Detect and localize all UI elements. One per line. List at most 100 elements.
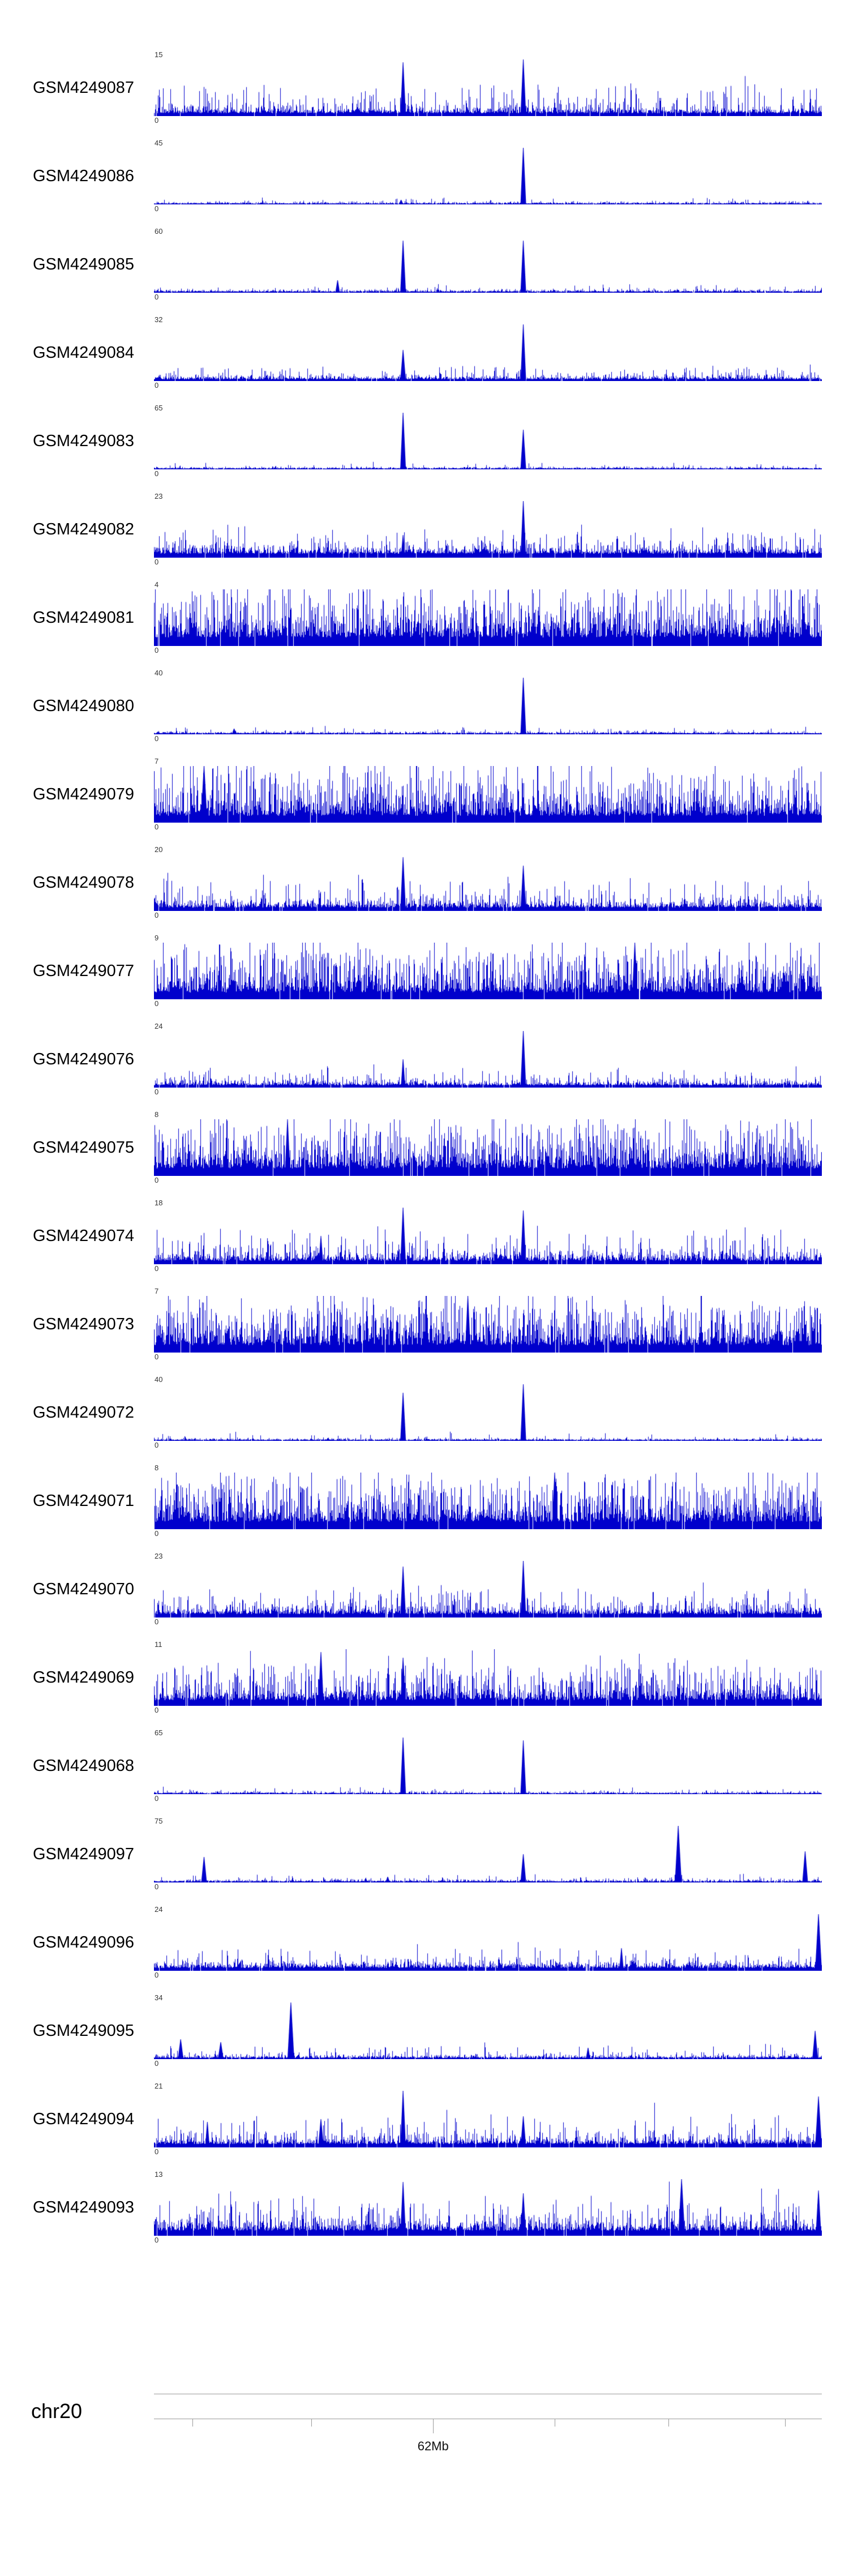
track-scale-max: 32 <box>155 315 163 324</box>
track-plot: 8 0 <box>154 1111 822 1184</box>
track-scale-max: 8 <box>155 1464 159 1472</box>
track-label: GSM4249072 <box>33 1403 134 1422</box>
signal-canvas <box>154 324 822 381</box>
track-scale-min: 0 <box>155 1882 159 1891</box>
track-label: GSM4249076 <box>33 1050 134 1068</box>
track-plot: 15 0 <box>154 51 822 124</box>
track-row: GSM4249095 34 0 <box>0 1994 849 2067</box>
track-scale-min: 0 <box>155 2147 159 2156</box>
signal-canvas <box>154 236 822 293</box>
track-scale-min: 0 <box>155 1441 159 1449</box>
signal-canvas <box>154 1473 822 1529</box>
signal-canvas <box>154 678 822 734</box>
track-scale-max: 11 <box>155 1640 162 1649</box>
track-plot: 24 0 <box>154 1022 822 1096</box>
track-label: GSM4249085 <box>33 255 134 273</box>
track-row: GSM4249096 24 0 <box>0 1906 849 1979</box>
track-row: GSM4249086 45 0 <box>0 139 849 212</box>
track-label: GSM4249070 <box>33 1580 134 1598</box>
track-scale-min: 0 <box>155 1618 159 1626</box>
signal-canvas <box>154 1208 822 1264</box>
signal-canvas <box>154 1738 822 1794</box>
track-plot: 23 0 <box>154 493 822 566</box>
track-scale-max: 24 <box>155 1022 163 1030</box>
track-plot: 60 0 <box>154 228 822 301</box>
track-row: GSM4249085 60 0 <box>0 228 849 301</box>
track-row: GSM4249073 7 0 <box>0 1287 849 1360</box>
track-plot: 32 0 <box>154 316 822 389</box>
track-scale-min: 0 <box>155 999 159 1008</box>
track-row: GSM4249072 40 0 <box>0 1376 849 1449</box>
track-label: GSM4249096 <box>33 1933 134 1952</box>
track-scale-max: 40 <box>155 669 163 677</box>
track-row: GSM4249068 65 0 <box>0 1729 849 1802</box>
track-scale-max: 13 <box>155 2170 163 2179</box>
track-scale-max: 7 <box>155 1287 159 1295</box>
track-scale-min: 0 <box>155 2236 159 2244</box>
track-scale-max: 60 <box>155 227 163 236</box>
track-row: GSM4249074 18 0 <box>0 1199 849 1272</box>
track-scale-min: 0 <box>155 1529 159 1538</box>
genome-ruler: chr20 62Mb <box>0 2378 849 2536</box>
track-scale-max: 34 <box>155 1993 163 2002</box>
track-plot: 65 0 <box>154 404 822 477</box>
track-label: GSM4249078 <box>33 874 134 892</box>
track-plot: 40 0 <box>154 1376 822 1449</box>
track-plot: 45 0 <box>154 139 822 212</box>
track-plot: 20 0 <box>154 846 822 919</box>
track-scale-min: 0 <box>155 1088 159 1096</box>
track-label: GSM4249086 <box>33 167 134 185</box>
signal-canvas <box>154 1296 822 1353</box>
tracks-container: GSM4249087 15 0 GSM4249086 45 0 GSM42490… <box>0 51 849 2267</box>
track-scale-max: 45 <box>155 139 163 147</box>
track-scale-max: 23 <box>155 492 163 500</box>
track-label: GSM4249095 <box>33 2022 134 2040</box>
signal-canvas <box>154 2002 822 2059</box>
track-plot: 65 0 <box>154 1729 822 1802</box>
track-plot: 11 0 <box>154 1641 822 1714</box>
track-scale-min: 0 <box>155 381 159 390</box>
track-plot: 40 0 <box>154 669 822 742</box>
track-row: GSM4249069 11 0 <box>0 1641 849 1714</box>
track-label: GSM4249068 <box>33 1757 134 1775</box>
track-row: GSM4249094 21 0 <box>0 2082 849 2155</box>
ruler-tick <box>433 2419 434 2433</box>
track-scale-max: 15 <box>155 50 163 59</box>
ruler-tick <box>311 2419 312 2427</box>
track-scale-min: 0 <box>155 1971 159 1979</box>
track-plot: 75 0 <box>154 1817 822 1890</box>
track-scale-min: 0 <box>155 558 159 566</box>
signal-canvas <box>154 2179 822 2236</box>
track-plot: 24 0 <box>154 1906 822 1979</box>
track-label: GSM4249083 <box>33 432 134 450</box>
chromosome-label: chr20 <box>31 2399 83 2423</box>
track-scale-min: 0 <box>155 1706 159 1714</box>
ruler-ticks: 62Mb <box>154 2419 822 2470</box>
track-row: GSM4249080 40 0 <box>0 669 849 742</box>
track-scale-min: 0 <box>155 734 159 743</box>
position-label: 62Mb <box>417 2439 449 2453</box>
signal-canvas <box>154 589 822 646</box>
track-label: GSM4249087 <box>33 79 134 97</box>
signal-canvas <box>154 1031 822 1088</box>
signal-canvas <box>154 1826 822 1882</box>
track-label: GSM4249084 <box>33 344 134 362</box>
track-label: GSM4249075 <box>33 1139 134 1157</box>
track-row: GSM4249077 9 0 <box>0 934 849 1007</box>
track-plot: 7 0 <box>154 1287 822 1360</box>
track-scale-max: 23 <box>155 1552 163 1560</box>
track-scale-min: 0 <box>155 1264 159 1273</box>
track-row: GSM4249075 8 0 <box>0 1111 849 1184</box>
track-plot: 4 0 <box>154 581 822 654</box>
track-scale-max: 65 <box>155 404 163 412</box>
track-row: GSM4249084 32 0 <box>0 316 849 389</box>
signal-canvas <box>154 943 822 999</box>
signal-canvas <box>154 413 822 469</box>
track-label: GSM4249077 <box>33 962 134 980</box>
track-label: GSM4249071 <box>33 1492 134 1510</box>
track-scale-min: 0 <box>155 646 159 654</box>
ruler-tick <box>785 2419 786 2427</box>
track-scale-max: 40 <box>155 1375 163 1384</box>
track-plot: 9 0 <box>154 934 822 1007</box>
track-row: GSM4249083 65 0 <box>0 404 849 477</box>
